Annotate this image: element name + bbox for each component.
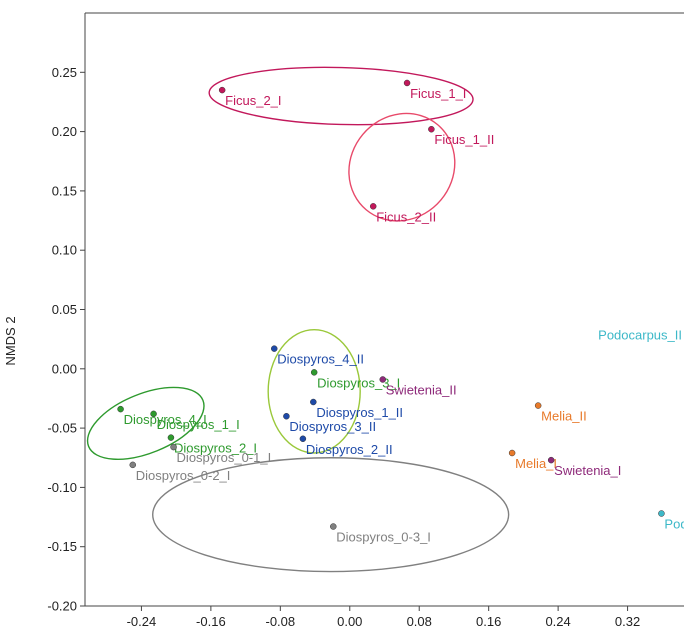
point-label-diospyros-1-i: Diospyros_1_I [157,417,240,432]
point-ficus-2-i [218,86,226,94]
x-tick-label: -0.16 [196,614,226,629]
point-label-ficus-1-ii: Ficus_1_II [434,132,494,147]
point-diospyros-1-i [150,410,157,418]
x-tick-label: 0.08 [407,614,432,629]
point-diospyros-3-ii [283,412,290,420]
y-tick-label: 0.20 [52,124,77,139]
y-axis-label: NMDS 2 [3,316,18,365]
point-diospyros-0-1-i [170,443,177,451]
point-diospyros-0-2-i [129,461,136,469]
point-diospyros-4-ii [270,345,278,352]
point-label-melia-i: Melia_I [515,456,557,471]
point-melia-i [508,449,516,457]
point-label-ficus-1-i: Ficus_1_I [410,86,466,101]
point-diospyros-1-ii [310,398,317,406]
point-ficus-2-ii [369,203,377,210]
point-label-diospyros-4-i: Diospyros_4_I [124,412,207,427]
point-diospyros-3-i [310,369,318,376]
y-tick-label: -0.10 [47,480,77,495]
point-label-melia-ii: Melia_II [541,409,587,424]
point-ficus-1-ii [428,125,435,133]
ellipse-ficus-ii [348,112,456,222]
point-label-ficus-2-i: Ficus_2_I [225,93,281,108]
point-ficus-1-i [403,79,411,87]
x-tick-label: 0.00 [337,614,362,629]
ellipse-ficus-i [208,66,474,126]
y-tick-label: -0.05 [47,421,77,436]
y-tick-label: -0.15 [47,539,77,554]
point-diospyros-4-i [117,405,124,413]
point-label-ficus-2-ii: Ficus_2_II [376,209,436,224]
data-points: Ficus_2_I Ficus_1_I Ficus_1_II Ficus_2_II Di… [117,79,684,545]
axes: -0.20 -0.15 -0.10 -0.05 0.00 0.05 0.10 0.15 0.20… [47,12,684,629]
point-label-diospyros-1-ii: Diospyros_1_II [316,405,403,420]
point-label-diospyros-2-ii: Diospyros_2_II [306,442,393,457]
point-label-diospyros-4-ii: Diospyros_4_II [277,352,364,367]
point-diospyros-2-ii [299,435,307,443]
point-label-diospyros-0-2-i: Diospyros_0-2_I [136,468,231,483]
point-label-swietenia-i: Swietenia_I [554,463,621,478]
ellipse-diospyros-ii [267,328,361,454]
point-label-diospyros-3-ii: Diospyros_3_II [289,419,376,434]
x-tick-label: 0.32 [615,614,640,629]
point-label-diospyros-2-i: Diospyros_2_I [174,441,257,456]
x-tick-label: -0.08 [266,614,296,629]
point-label-diospyros-0-1-i: Diospyros_0-1_I [177,450,272,465]
point-swietenia-i [547,456,555,464]
point-label-podocarpus-i: Podocarpus_I [664,516,684,531]
point-podocarpus-i [658,510,665,517]
y-tick-label: 0.15 [52,183,77,198]
y-tick-label: 0.00 [52,361,77,376]
y-tick-label: 0.05 [52,302,77,317]
point-swietenia-ii [379,376,387,383]
x-tick-label: 0.24 [545,614,570,629]
ellipse-diospyros-i [86,386,205,460]
point-label-diospyros-3-i: Diospyros_3_I [317,375,400,390]
y-tick-label: 0.10 [52,243,77,258]
point-diospyros-2-i [167,434,175,441]
confidence-ellipses [86,66,510,573]
point-diospyros-0-3-i [330,523,337,530]
point-label-podocarpus-ii: Podocarpus_II [598,327,682,342]
point-label-swietenia-ii: Swietenia_II [386,382,457,397]
y-tick-label: 0.25 [52,65,77,80]
ellipse-diospyros-0-i [152,457,510,573]
x-tick-label: 0.16 [476,614,501,629]
point-melia-ii [534,402,542,409]
y-tick-label: -0.20 [47,599,77,614]
x-tick-label: -0.24 [127,614,157,629]
point-label-diospyros-0-3-i: Diospyros_0-3_I [336,530,431,545]
